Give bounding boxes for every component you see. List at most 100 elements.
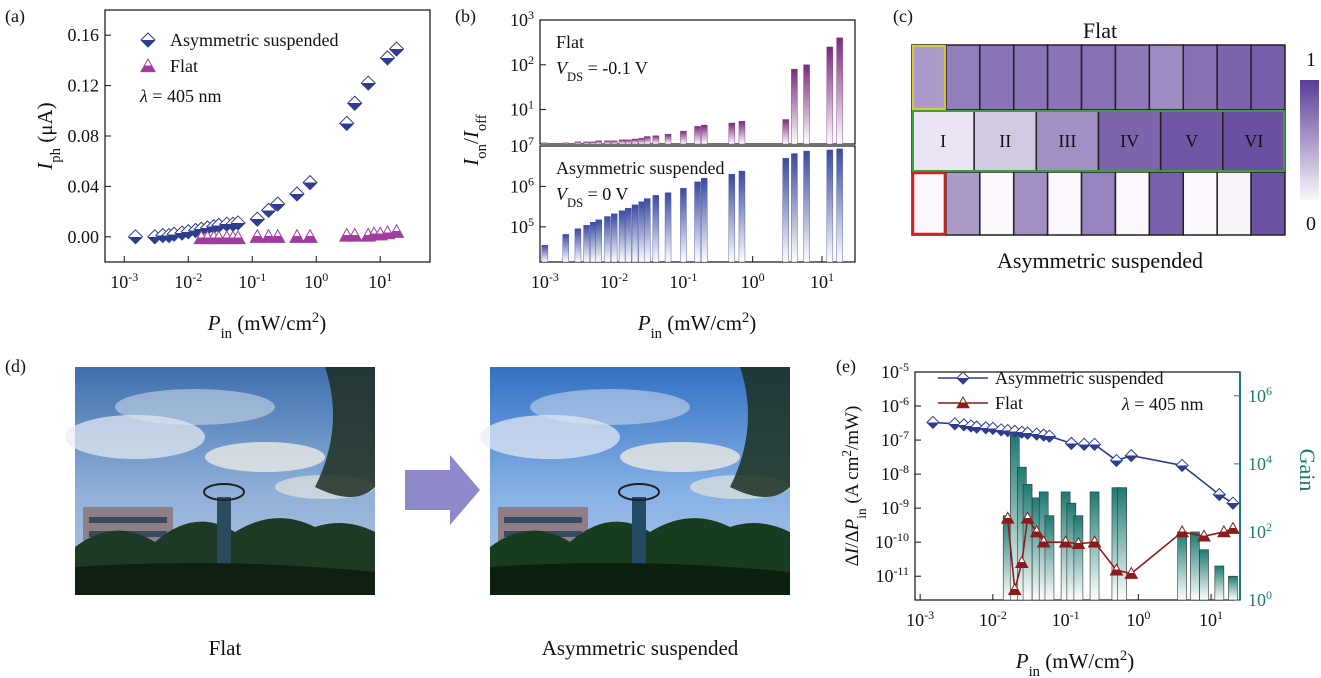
bar: [590, 141, 597, 144]
cell-label: V: [1185, 131, 1198, 151]
marker: [127, 229, 144, 245]
marker: [1071, 536, 1086, 550]
colorbar: [1300, 80, 1319, 200]
tick-base: 10: [979, 610, 997, 630]
marker: [230, 230, 246, 245]
bar: [664, 192, 672, 262]
x-axis-label-part: P: [1015, 649, 1029, 673]
tick-base: 10: [510, 176, 528, 196]
tick-base: 10: [1052, 610, 1070, 630]
heat-cell: [1046, 171, 1083, 236]
marker: [986, 421, 1000, 436]
annotation: VDS = -0.1 V: [556, 58, 648, 84]
highlight: [912, 110, 1285, 172]
marker: [1109, 453, 1124, 468]
annotation-part: = 405 nm: [148, 86, 222, 106]
x-axis-label: Pin (mW/cm2): [637, 310, 757, 342]
marker: [140, 32, 156, 48]
tick-label: 0.16: [68, 25, 100, 45]
y-axis-label-part: on: [474, 143, 490, 158]
heat-cell: [1216, 44, 1252, 111]
y-axis-label: ΔI/ΔPin (A cm2/mW): [839, 406, 869, 567]
bar: [541, 245, 549, 262]
marker: [1217, 524, 1231, 538]
heat-cell: [911, 109, 975, 173]
y-axis-label-part: (A cm: [842, 456, 863, 508]
tick-label: 10-7: [881, 428, 909, 450]
marker: [346, 227, 363, 242]
bar: [625, 139, 632, 144]
heat-cell: [979, 44, 1015, 111]
tick-exp: -5: [899, 360, 909, 374]
gain-bar: [1044, 515, 1055, 600]
x-axis-label-part: (mW/cm: [662, 311, 742, 335]
marker: [1000, 511, 1015, 524]
tick-label: 10-1: [1052, 608, 1080, 630]
tick-label: 10-3: [906, 608, 934, 630]
marker: [1226, 521, 1240, 534]
marker: [956, 371, 970, 385]
y-axis-label-part: I: [459, 158, 483, 167]
tick-label: 10-8: [881, 462, 909, 484]
annotation-part: = 405 nm: [1130, 394, 1204, 414]
tick-base: 10: [510, 100, 528, 120]
tick-base: 10: [1248, 522, 1266, 542]
heat-cell: [1080, 171, 1117, 236]
y-axis-label-part: Δ: [842, 554, 863, 566]
bar: [562, 234, 569, 262]
tick-base: 10: [531, 272, 549, 292]
bar: [803, 150, 810, 262]
gain-bar: [1214, 565, 1225, 600]
marker: [1058, 535, 1073, 548]
marker: [289, 186, 305, 202]
bar: [610, 140, 618, 144]
heat-cell: [1222, 109, 1286, 173]
annotation: λ = 405 nm: [139, 86, 221, 106]
tick-base: 10: [741, 272, 759, 292]
annotation: VDS = 0 V: [556, 184, 628, 210]
tick-base: 10: [304, 272, 322, 292]
tick-label: 10-1: [238, 270, 266, 292]
marker: [1064, 436, 1079, 451]
tick-label: 101: [510, 98, 534, 120]
y-axis-label-part: /mW): [842, 406, 863, 450]
heat-cell: [1250, 44, 1286, 111]
heat-cell: [1182, 44, 1218, 111]
y-axis-label-part: off: [474, 114, 490, 131]
marker: [339, 115, 355, 132]
heat-cell: [1080, 44, 1117, 111]
annotation-part: = -0.1 V: [583, 58, 648, 78]
marker: [1036, 535, 1051, 548]
marker: [302, 228, 318, 243]
bar: [618, 210, 626, 262]
tick-label: 105: [510, 215, 534, 237]
bar: [826, 46, 834, 144]
tick-exp: 2: [1266, 520, 1272, 534]
tick-label: 101: [368, 270, 392, 292]
bar: [574, 141, 582, 144]
x-axis-label-part: in: [221, 326, 233, 342]
heat-cell: [945, 44, 981, 111]
tick-label: 100: [1126, 608, 1150, 630]
arrow: [405, 455, 480, 525]
annotation-part: λ: [139, 86, 148, 106]
tick-label: 10-2: [174, 270, 202, 292]
tick-label: 0.00: [68, 227, 100, 247]
marker: [269, 228, 286, 243]
bar: [826, 149, 834, 262]
tick-exp: 1: [1217, 608, 1223, 622]
y-axis-label-part: I: [33, 162, 57, 171]
tick-label: 10-9: [881, 496, 909, 518]
marker: [1197, 529, 1211, 542]
gain-bar: [1199, 549, 1209, 600]
marker: [970, 420, 984, 434]
tick-exp: 7: [528, 134, 534, 148]
y-axis-label-part: I: [459, 130, 483, 139]
tick-exp: 0: [322, 270, 328, 284]
tick-base: 10: [238, 272, 256, 292]
cell-label: III: [1058, 131, 1076, 151]
caption: Asymmetric suspended: [542, 636, 739, 660]
tick-label: 103: [510, 8, 534, 30]
bar: [590, 222, 597, 262]
cell-label: I: [940, 131, 946, 151]
